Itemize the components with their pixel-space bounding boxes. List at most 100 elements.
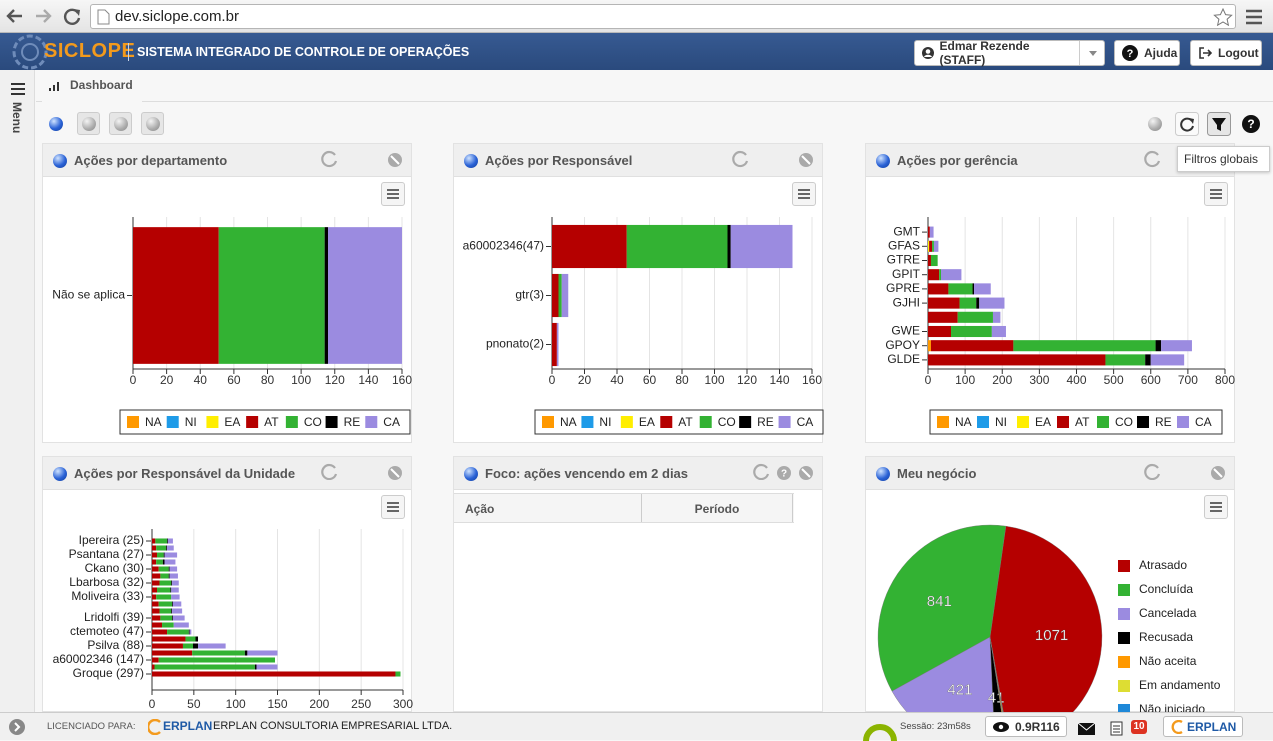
legend-label: RE — [757, 415, 774, 429]
chart-menu[interactable] — [792, 182, 816, 206]
x-tick-label: 150 — [267, 697, 287, 711]
brand-button[interactable]: ERPLAN — [1163, 716, 1243, 737]
bar-segment — [152, 545, 157, 551]
panel-header: Meu negócio — [866, 457, 1234, 490]
company: ERPLAN CONSULTORIA EMPRESARIAL LTDA. — [213, 720, 453, 732]
legend-swatch — [246, 416, 259, 428]
panel-icons[interactable]: ? — [0, 0, 1273, 480]
column-header[interactable]: Período — [694, 502, 740, 516]
y-tick-label: GJHI — [893, 295, 920, 309]
bar-segment — [1150, 354, 1185, 366]
bar-segment — [158, 657, 275, 663]
bar-segment — [1145, 354, 1151, 366]
legend-label: RE — [1155, 415, 1172, 429]
bar-segment — [730, 224, 793, 269]
x-tick-label: 0 — [549, 373, 556, 387]
legend-swatch — [325, 416, 338, 428]
bar-segment — [167, 538, 173, 544]
chart-menu[interactable] — [1204, 182, 1228, 206]
panel-title: Ações por Responsável da Unidade — [74, 466, 296, 481]
x-tick-label: 60 — [227, 373, 241, 387]
svg-text:?: ? — [1127, 48, 1134, 60]
browser-menu[interactable] — [1244, 8, 1264, 26]
x-tick-label: 100 — [704, 373, 724, 387]
y-tick-label: Ckano (30) — [85, 561, 144, 575]
panel: Ações por gerência — [865, 143, 1235, 443]
bar-segment — [940, 269, 962, 281]
y-tick-label: GTRE — [887, 253, 920, 267]
bar-segment — [157, 587, 171, 593]
legend-label: Recusada — [1139, 630, 1193, 644]
y-tick-label: GFAS — [888, 238, 920, 252]
bar-segment — [244, 650, 248, 656]
system-name: SISTEMA INTEGRADO DE CONTROLE DE OPERAÇÕ… — [137, 45, 470, 59]
tool-button[interactable] — [109, 112, 132, 135]
chart-menu[interactable] — [381, 182, 405, 206]
bar-segment — [169, 573, 178, 579]
x-tick-label: 100 — [291, 373, 311, 387]
bar-segment — [171, 587, 179, 593]
panel: Ações por Responsável — [453, 143, 823, 443]
expand-icon[interactable] — [9, 719, 25, 735]
bar-segment — [152, 657, 159, 663]
status-sphere[interactable] — [49, 117, 63, 131]
legend-swatch — [660, 416, 673, 428]
x-tick-label: 100 — [955, 373, 975, 387]
bar-segment — [152, 566, 159, 572]
chart-menu[interactable] — [1204, 495, 1228, 519]
logout-button[interactable]: Logout — [1190, 40, 1262, 66]
y-tick-label: GPOY — [885, 338, 920, 352]
tool-button[interactable] — [77, 112, 100, 135]
y-tick-label: Psilva (88) — [87, 638, 144, 652]
bar-segment — [991, 325, 1006, 338]
x-tick-label: 100 — [226, 697, 246, 711]
bar-segment — [247, 650, 278, 656]
x-tick-label: 40 — [610, 373, 624, 387]
legend-label: CO — [304, 415, 322, 429]
separator — [128, 43, 129, 61]
bar-segment — [152, 552, 158, 558]
footer-icons[interactable] — [1078, 721, 1138, 737]
x-tick-label: 50 — [187, 697, 201, 711]
bar-segment — [170, 587, 172, 593]
bar-segment — [156, 559, 163, 565]
x-tick-label: 800 — [1215, 373, 1235, 387]
legend-swatch — [1097, 416, 1109, 428]
url: dev.siclope.com.br — [115, 8, 239, 25]
sidebar[interactable]: Menu — [0, 70, 35, 712]
nav-icons[interactable] — [0, 0, 90, 33]
column-header[interactable]: Ação — [465, 502, 495, 516]
bar-segment — [928, 325, 952, 338]
right-tools[interactable]: ? — [1175, 112, 1265, 136]
panel-title: Ações por departamento — [74, 153, 228, 168]
legend-label: NI — [599, 415, 611, 429]
user-menu[interactable]: Edmar Rezende (STAFF) — [914, 39, 1105, 67]
chart-menu[interactable] — [381, 495, 405, 519]
bar-segment — [162, 622, 174, 628]
legend-label: Concluída — [1139, 582, 1193, 596]
bar-segment — [152, 608, 160, 614]
tool-button[interactable] — [141, 112, 164, 135]
star[interactable] — [1213, 8, 1233, 26]
legend-label: CA — [797, 415, 814, 429]
brand-mark — [148, 719, 161, 735]
bar-segment — [974, 283, 991, 295]
x-tick-label: 400 — [1066, 373, 1086, 387]
bar-segment — [152, 671, 396, 677]
bar-segment — [168, 573, 170, 579]
legend-swatch — [581, 416, 594, 428]
version-box[interactable]: 0.9R116 — [985, 716, 1067, 737]
help-button[interactable]: ? Ajuda — [1114, 40, 1180, 66]
tab-label: Dashboard — [70, 78, 133, 92]
bar-segment — [552, 322, 557, 367]
legend-label: CA — [383, 415, 400, 429]
session: Sessão: 23m58s — [900, 721, 971, 732]
legend-label: EA — [1035, 415, 1051, 429]
tab[interactable]: Dashboard — [42, 70, 142, 102]
url-field[interactable]: dev.siclope.com.br — [90, 4, 1236, 29]
bar-segment — [164, 559, 176, 565]
panel-title: Ações por gerência — [897, 153, 1018, 168]
bar-segment — [328, 227, 402, 364]
bar-segment — [928, 283, 949, 295]
app-header: SICLOPE SISTEMA INTEGRADO DE CONTROLE DE… — [0, 33, 1273, 70]
